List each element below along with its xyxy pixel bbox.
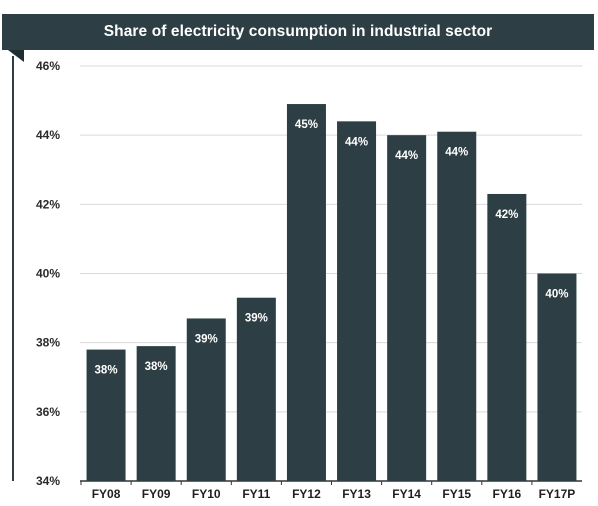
x-tick-label: FY13 [342,487,371,501]
data-label: 38% [145,361,168,373]
y-tick-label: 38% [36,336,60,350]
bar-fy16 [487,193,527,482]
x-tick-label: FY10 [192,487,221,501]
y-tick-label: 42% [36,197,60,211]
x-tick-label: FY15 [442,487,471,501]
x-tick-label: FY09 [142,487,171,501]
bar-fy14 [387,135,427,481]
y-tick-label: 36% [36,405,60,419]
bar-fy13 [337,121,377,481]
bar-fy15 [437,131,477,482]
x-tick-label: FY17P [539,487,576,501]
x-tick-label: FY14 [392,487,421,501]
bar-fy12 [286,104,326,482]
x-tick-label: FY16 [493,487,522,501]
data-label: 39% [195,333,218,345]
data-label: 42% [495,209,518,221]
data-label: 40% [545,289,568,301]
x-tick-label: FY11 [242,487,270,501]
x-tick-label: FY08 [92,487,121,501]
y-tick-label: 44% [36,128,60,142]
chart-title: Share of electricity consumption in indu… [2,14,594,50]
bar-fy10 [186,318,226,481]
x-tick-label: FY12 [292,487,321,501]
bar-fy17p [537,273,577,481]
y-tick-label: 40% [36,267,60,281]
data-label: 44% [345,136,368,148]
data-label: 39% [245,313,268,325]
y-tick-label: 34% [36,474,60,488]
data-label: 45% [295,119,318,131]
bar-fy08 [86,349,126,481]
bar-fy11 [236,297,276,481]
y-tick-label: 46% [36,59,60,73]
bar-fy09 [136,346,176,481]
data-label: 38% [95,365,118,377]
data-label: 44% [445,147,468,159]
data-label: 44% [395,150,418,162]
